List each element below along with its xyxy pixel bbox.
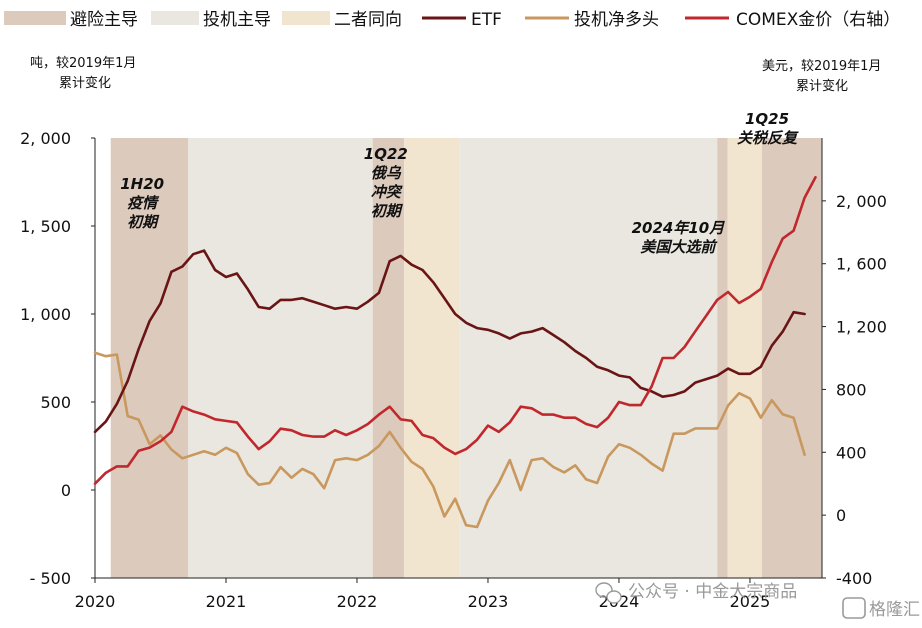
wechat-icon [595,582,622,604]
left-axis-ticks: - 500 0 500 1, 000 1, 500 2, 000 [20,129,96,588]
legend: 避险主导 投机主导 二者同向 ETF 投机净多头 COMEX金价（右轴） [4,10,900,30]
annotation-0-line-1: 疫情 [127,194,160,212]
x-tick-label: 2023 [468,592,509,611]
legend-label-same-direction: 二者同向 [334,10,402,30]
left-tick-label: 0 [61,481,71,500]
band-3 [404,138,460,578]
legend-swatch-speculative [151,11,199,25]
series-lines [93,176,817,529]
legend-label-comex: COMEX金价（右轴） [736,10,900,30]
band-2 [372,138,405,578]
x-tick-label: 2022 [337,592,378,611]
x-tick-label: 2020 [75,592,116,611]
legend-swatch-safehaven [4,11,66,25]
left-tick-label: - 500 [30,569,71,588]
annotation-3-line-0: 1Q25 [745,110,789,128]
x-tick-label: 2021 [206,592,247,611]
band-0 [110,138,189,578]
band-6 [727,138,762,578]
right-unit-line-1: 美元，较2019年1月 [762,59,881,74]
legend-label-net-long: 投机净多头 [574,10,659,30]
right-tick-label: 1, 600 [836,255,887,274]
watermark-text: 公众号 · 中金大宗商品 [628,582,797,602]
x-tick-label: 2025 [730,592,771,611]
annotation-1-line-2: 冲突 [371,183,403,201]
left-tick-label: 1, 000 [20,305,71,324]
annotation-1-line-1: 俄乌 [371,164,402,182]
regime-bands [110,138,822,578]
band-1 [188,138,373,578]
right-tick-label: 400 [836,443,867,462]
watermark: 公众号 · 中金大宗商品 格隆汇 [595,582,920,620]
annotation-1-line-3: 初期 [371,202,404,220]
annotation-3-line-1: 关税反复 [737,129,799,147]
annotation-2-line-0: 2024年10月 [632,219,726,237]
left-unit-line-2: 累计变化 [59,75,111,91]
logo-icon [842,597,866,619]
band-7 [761,138,822,578]
etf-line [93,249,806,434]
annotation-1-line-0: 1Q22 [364,145,408,163]
left-tick-label: 2, 000 [20,129,71,148]
right-axis-ticks: -400 0 400 800 1, 200 1, 600 2, 000 [821,138,887,588]
net-long-line [93,351,806,529]
legend-label-etf: ETF [471,10,502,30]
x-axis-ticks: 202020212022202320242025 [75,577,822,611]
left-unit-line-1: 吨，较2019年1月 [30,56,136,71]
annotation-0-line-2: 初期 [127,213,160,231]
right-tick-label: 800 [836,380,867,399]
axis-units: 吨，较2019年1月 累计变化 美元，较2019年1月 累计变化 [30,56,881,94]
right-tick-label: 1, 200 [836,318,887,337]
logo-text: 格隆汇 [869,600,920,620]
legend-label-speculative: 投机主导 [203,10,271,30]
right-tick-label: 0 [836,506,846,525]
left-tick-label: 1, 500 [20,217,71,236]
right-tick-label: -400 [836,569,872,588]
legend-label-safehaven: 避险主导 [70,10,138,30]
annotation-0-line-0: 1H20 [120,175,164,193]
band-5 [717,138,728,578]
legend-swatch-same-direction [282,11,330,25]
comex-gold-line [93,176,817,486]
annotation-2-line-1: 美国大选前 [640,238,718,256]
right-unit-line-2: 累计变化 [796,78,848,94]
left-tick-label: 500 [40,393,71,412]
right-tick-label: 2, 000 [836,192,887,211]
